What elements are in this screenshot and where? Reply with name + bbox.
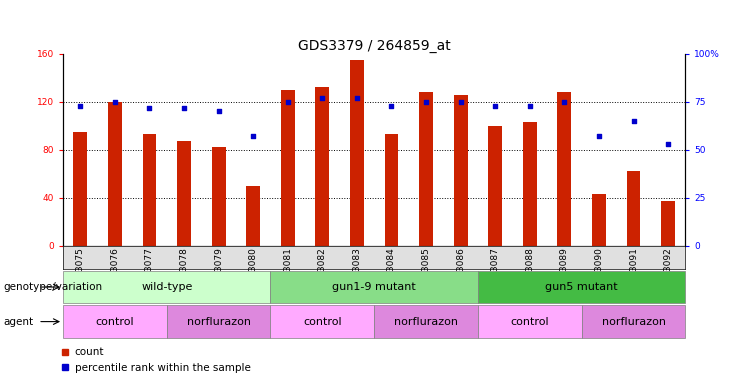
Bar — [270, 305, 374, 338]
Bar — [142, 134, 156, 246]
Bar — [488, 126, 502, 246]
Text: control: control — [303, 316, 342, 327]
Bar — [582, 305, 685, 338]
Point — [282, 99, 293, 105]
Bar — [108, 102, 122, 246]
Point — [559, 99, 571, 105]
Text: GSM323077: GSM323077 — [145, 247, 154, 302]
Text: GSM323088: GSM323088 — [525, 247, 534, 302]
Text: GSM323089: GSM323089 — [560, 247, 569, 302]
Bar — [478, 305, 582, 338]
Bar — [63, 271, 270, 303]
Point — [109, 99, 121, 105]
Point — [178, 104, 190, 111]
Bar — [212, 147, 225, 246]
Text: norflurazon: norflurazon — [602, 316, 665, 327]
Text: GSM323082: GSM323082 — [318, 247, 327, 302]
Point — [247, 133, 259, 139]
Text: GSM323092: GSM323092 — [664, 247, 673, 302]
Title: GDS3379 / 264859_at: GDS3379 / 264859_at — [298, 39, 451, 53]
Text: GSM323078: GSM323078 — [179, 247, 188, 302]
Text: norflurazon: norflurazon — [187, 316, 250, 327]
Text: GSM323086: GSM323086 — [456, 247, 465, 302]
Text: GSM323075: GSM323075 — [76, 247, 84, 302]
Bar — [350, 60, 364, 246]
Bar — [246, 186, 260, 246]
Text: GSM323087: GSM323087 — [491, 247, 499, 302]
Text: GSM323076: GSM323076 — [110, 247, 119, 302]
Text: control: control — [96, 316, 134, 327]
Text: norflurazon: norflurazon — [394, 316, 458, 327]
Bar — [167, 305, 270, 338]
Legend: count, percentile rank within the sample: count, percentile rank within the sample — [57, 343, 255, 377]
Point — [213, 108, 225, 114]
Bar — [592, 194, 606, 246]
Bar — [419, 92, 433, 246]
Bar — [385, 134, 399, 246]
Point — [662, 141, 674, 147]
Point — [420, 99, 432, 105]
Text: gun5 mutant: gun5 mutant — [545, 282, 618, 292]
Text: GSM323085: GSM323085 — [422, 247, 431, 302]
Point — [524, 103, 536, 109]
Bar — [523, 122, 536, 246]
Bar — [557, 92, 571, 246]
Bar — [374, 305, 478, 338]
Text: gun1-9 mutant: gun1-9 mutant — [332, 282, 416, 292]
Text: GSM323083: GSM323083 — [353, 247, 362, 302]
Bar — [478, 271, 685, 303]
Bar — [270, 271, 478, 303]
Bar — [73, 132, 87, 246]
Point — [74, 103, 86, 109]
Text: control: control — [511, 316, 549, 327]
Bar — [316, 87, 329, 246]
Point — [593, 133, 605, 139]
Text: GSM323084: GSM323084 — [387, 247, 396, 302]
Point — [628, 118, 639, 124]
Text: GSM323090: GSM323090 — [594, 247, 603, 302]
Text: agent: agent — [4, 316, 34, 327]
Bar — [177, 141, 191, 246]
Point — [144, 104, 156, 111]
Text: GSM323091: GSM323091 — [629, 247, 638, 302]
Bar — [453, 94, 468, 246]
Text: GSM323079: GSM323079 — [214, 247, 223, 302]
Point — [316, 95, 328, 101]
Point — [385, 103, 397, 109]
Point — [455, 99, 467, 105]
Bar — [627, 171, 640, 246]
Text: GSM323081: GSM323081 — [283, 247, 292, 302]
Bar — [63, 305, 167, 338]
Text: GSM323080: GSM323080 — [249, 247, 258, 302]
Text: genotype/variation: genotype/variation — [4, 282, 103, 292]
Text: wild-type: wild-type — [141, 282, 193, 292]
Bar — [661, 201, 675, 246]
Point — [351, 95, 363, 101]
Point — [489, 103, 501, 109]
Bar — [281, 90, 295, 246]
